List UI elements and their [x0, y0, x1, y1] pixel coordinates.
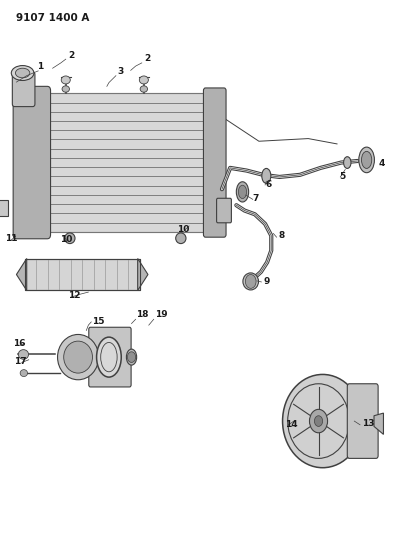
- Circle shape: [127, 352, 136, 362]
- Ellipse shape: [64, 341, 92, 373]
- Text: 12: 12: [68, 292, 80, 301]
- Text: 11: 11: [5, 234, 17, 243]
- FancyBboxPatch shape: [347, 384, 378, 458]
- Polygon shape: [374, 413, 383, 434]
- Ellipse shape: [362, 151, 372, 168]
- Text: 3: 3: [117, 67, 123, 76]
- FancyBboxPatch shape: [0, 200, 8, 216]
- Ellipse shape: [18, 350, 28, 359]
- Text: 10: 10: [60, 235, 72, 244]
- Ellipse shape: [140, 86, 148, 92]
- FancyBboxPatch shape: [25, 259, 140, 290]
- Ellipse shape: [97, 337, 121, 377]
- Text: 7: 7: [253, 195, 259, 204]
- Text: 2: 2: [144, 54, 150, 63]
- Text: 10: 10: [177, 225, 189, 234]
- Ellipse shape: [139, 76, 148, 84]
- Text: 1: 1: [37, 62, 43, 71]
- Polygon shape: [16, 259, 27, 290]
- Text: 5: 5: [339, 172, 345, 181]
- Circle shape: [245, 274, 256, 288]
- Ellipse shape: [127, 349, 136, 365]
- Polygon shape: [138, 259, 148, 290]
- Ellipse shape: [65, 233, 75, 244]
- Circle shape: [314, 416, 323, 426]
- Text: 6: 6: [265, 180, 271, 189]
- Ellipse shape: [283, 374, 363, 468]
- FancyBboxPatch shape: [217, 198, 231, 223]
- Ellipse shape: [62, 86, 69, 92]
- Ellipse shape: [262, 168, 271, 183]
- Text: 14: 14: [285, 421, 298, 430]
- Text: 17: 17: [14, 357, 27, 366]
- Ellipse shape: [20, 370, 28, 376]
- Ellipse shape: [12, 66, 34, 80]
- Text: 13: 13: [362, 419, 374, 429]
- FancyBboxPatch shape: [13, 86, 51, 239]
- Text: 8: 8: [279, 231, 285, 240]
- Ellipse shape: [236, 182, 249, 202]
- Ellipse shape: [58, 335, 99, 379]
- Text: 9: 9: [263, 277, 270, 286]
- Circle shape: [309, 409, 328, 433]
- Text: 19: 19: [155, 310, 168, 319]
- Ellipse shape: [61, 76, 70, 84]
- Text: 4: 4: [378, 159, 385, 168]
- Ellipse shape: [16, 68, 30, 78]
- Ellipse shape: [243, 273, 259, 290]
- Text: 15: 15: [92, 317, 105, 326]
- Text: 9107 1400 A: 9107 1400 A: [16, 13, 90, 23]
- Ellipse shape: [176, 233, 186, 244]
- FancyBboxPatch shape: [89, 327, 131, 387]
- Text: 16: 16: [13, 340, 25, 349]
- Ellipse shape: [359, 147, 374, 173]
- Ellipse shape: [238, 185, 247, 199]
- Text: 18: 18: [136, 310, 149, 319]
- FancyBboxPatch shape: [12, 72, 35, 107]
- FancyBboxPatch shape: [45, 93, 206, 232]
- Text: 2: 2: [68, 51, 74, 60]
- Ellipse shape: [344, 157, 351, 168]
- FancyBboxPatch shape: [203, 88, 226, 237]
